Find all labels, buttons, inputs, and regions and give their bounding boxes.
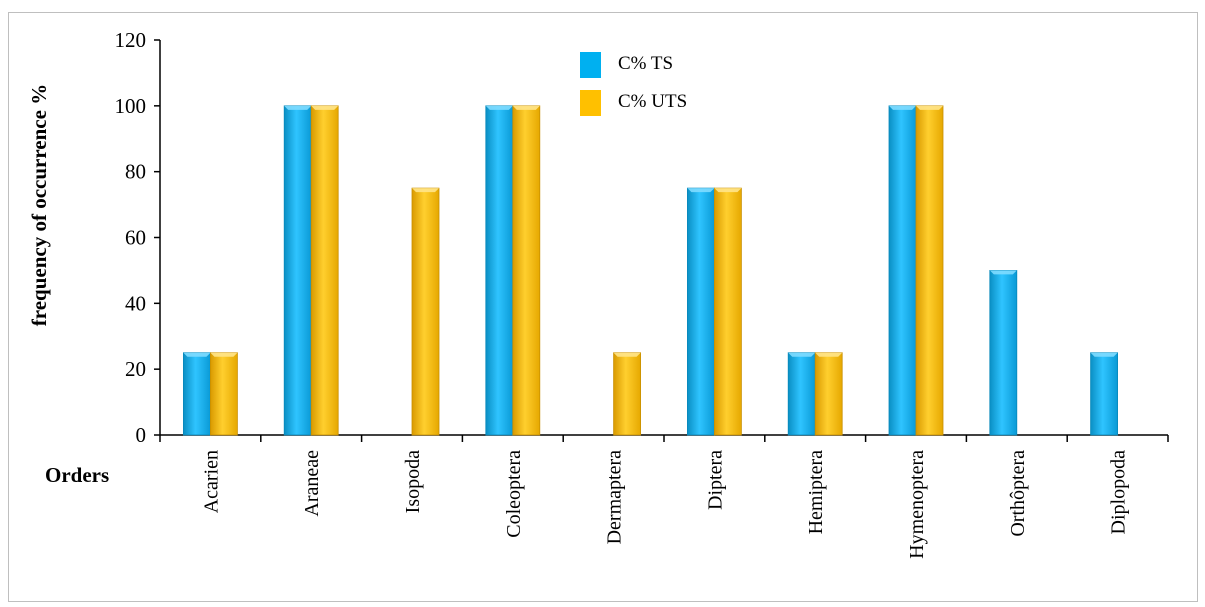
x-tick-label: Hemiptera — [805, 450, 827, 535]
bar-uts-hymenoptera — [915, 105, 944, 436]
y-tick-label: 100 — [115, 94, 147, 118]
legend-swatch — [580, 52, 601, 78]
x-tick-label: Araneae — [301, 450, 323, 517]
x-tick-label: Orthôptera — [1007, 450, 1029, 537]
y-tick-label: 120 — [115, 28, 147, 52]
x-tick-label: Diptera — [704, 450, 726, 510]
x-tick-labels: Acarien Araneae Isopoda Coleoptera Dermapter… — [200, 450, 1129, 559]
legend-label: C% TS — [618, 53, 673, 74]
y-axis-title: frequency of occurrence % — [27, 84, 51, 326]
bar-uts-coleoptera — [512, 105, 541, 436]
x-axis — [159, 434, 1169, 442]
y-tick-label: 20 — [125, 357, 146, 381]
x-tick-label: Hymenoptera — [906, 450, 928, 559]
bar-uts-isopoda — [411, 187, 440, 436]
bars — [182, 105, 1118, 436]
bar-uts-acarien — [209, 352, 238, 436]
y-tick-label: 40 — [125, 291, 146, 315]
bar-uts-hemiptera — [814, 352, 843, 436]
bar-uts-araneae — [310, 105, 339, 436]
x-tick-label: Diplopoda — [1108, 450, 1130, 535]
legend-label: C% UTS — [618, 91, 687, 112]
bar-ts-diplopoda — [1090, 352, 1118, 436]
bar-ts-diptera — [687, 187, 715, 436]
y-tick-label: 80 — [125, 160, 146, 184]
bar-ts-hemiptera — [787, 352, 816, 436]
bar-uts-diptera — [714, 187, 742, 436]
bar-ts-hymenoptera — [888, 105, 917, 436]
bar-ts-coleoptera — [485, 105, 514, 436]
bar-ts-araneae — [283, 105, 312, 436]
y-tick-label: 60 — [125, 226, 146, 250]
legend: C% TS C% UTS — [580, 52, 687, 116]
legend-swatch — [580, 90, 601, 116]
x-tick-label: Dermaptera — [604, 450, 626, 545]
y-ticks: 0 20 40 60 80 100 120 — [115, 28, 160, 447]
bar-ts-orthôptera — [989, 270, 1018, 436]
x-axis-title: Orders — [45, 463, 109, 487]
bar-ts-acarien — [182, 352, 211, 436]
y-tick-label: 0 — [136, 423, 147, 447]
bar-uts-dermaptera — [613, 352, 641, 436]
x-tick-label: Acarien — [200, 450, 222, 513]
x-tick-label: Coleoptera — [503, 450, 525, 538]
x-tick-label: Isopoda — [402, 450, 424, 513]
